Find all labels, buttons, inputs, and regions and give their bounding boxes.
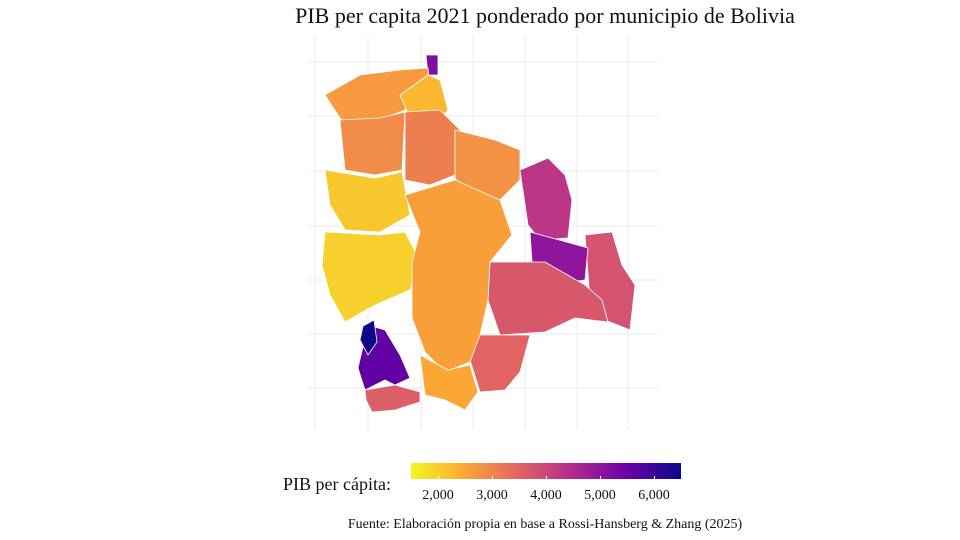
map-title: PIB per capita 2021 ponderado por munici… xyxy=(295,3,795,28)
region-santa-cruz-northeast xyxy=(519,157,573,241)
region-santa-cruz-south xyxy=(487,261,609,336)
color-scale-tick-mark xyxy=(492,476,493,480)
region-tarija xyxy=(419,354,479,411)
region-altiplano-north xyxy=(324,169,411,233)
region-valleys xyxy=(404,179,513,373)
color-scale-tick-mark xyxy=(600,476,601,480)
color-scale-tick-label: 3,000 xyxy=(476,488,508,503)
region-beni-northwest xyxy=(339,111,406,176)
source-caption: Fuente: Elaboración propia en base a Ros… xyxy=(347,517,743,532)
color-scale-tick-label: 5,000 xyxy=(584,488,616,503)
region-potosi-southwest xyxy=(364,384,421,413)
legend-title: PIB per cápita: xyxy=(283,474,391,494)
region-altiplano-center xyxy=(321,231,421,323)
region-chaco xyxy=(469,334,531,393)
color-scale-bar xyxy=(411,463,681,479)
color-scale-tick-label: 6,000 xyxy=(638,488,670,503)
region-oruro-strip xyxy=(359,319,378,356)
color-scale-tick-mark xyxy=(438,476,439,480)
bolivia-choropleth-map xyxy=(308,35,658,430)
color-scale-tick-label: 2,000 xyxy=(422,488,454,503)
color-scale-tick-mark xyxy=(654,476,655,480)
color-scale-tick-label: 4,000 xyxy=(530,488,562,503)
color-scale-tick-mark xyxy=(546,476,547,480)
